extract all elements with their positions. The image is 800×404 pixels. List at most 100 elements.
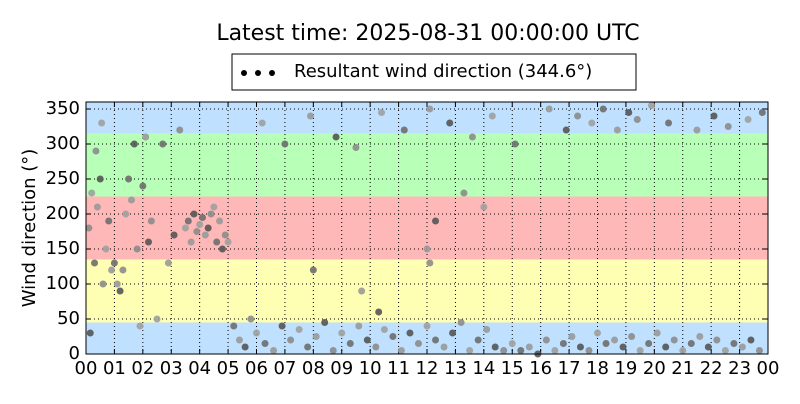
point: [730, 340, 738, 347]
point: [625, 109, 633, 116]
y-tick-label: 150: [46, 238, 80, 259]
point: [142, 133, 150, 141]
point: [159, 140, 167, 148]
point: [449, 329, 457, 337]
point: [400, 126, 408, 134]
point: [545, 105, 553, 113]
x-tick-label: 21: [671, 358, 694, 379]
point: [679, 347, 687, 354]
x-tick-label: 02: [131, 358, 154, 379]
point: [713, 336, 721, 344]
point: [423, 245, 431, 253]
point: [432, 217, 440, 225]
x-tick-label: 09: [330, 358, 353, 379]
point: [710, 112, 718, 120]
point: [500, 347, 508, 354]
point: [352, 144, 360, 151]
point: [309, 266, 317, 274]
point: [508, 340, 516, 347]
point: [213, 238, 221, 246]
x-tick-label: 15: [501, 358, 524, 379]
point: [542, 336, 550, 344]
point: [96, 175, 104, 183]
point: [562, 126, 570, 134]
point: [110, 259, 118, 267]
y-tick-label: 250: [46, 168, 80, 189]
point: [98, 119, 106, 127]
point: [406, 329, 414, 337]
point: [491, 343, 499, 351]
point: [199, 214, 207, 221]
point: [136, 322, 144, 330]
point: [261, 340, 269, 347]
point: [599, 105, 607, 113]
point: [295, 326, 303, 333]
point: [611, 336, 619, 344]
point: [738, 343, 746, 351]
point: [446, 119, 454, 127]
y-tick-label: 50: [57, 308, 80, 329]
point: [647, 102, 655, 109]
point: [378, 109, 386, 116]
x-tick-label: 00: [757, 358, 780, 379]
point: [397, 347, 405, 354]
point: [92, 147, 100, 155]
point: [460, 189, 468, 197]
point: [190, 210, 198, 218]
x-tick-label: 01: [103, 358, 126, 379]
y-tick-label: 350: [46, 98, 80, 119]
x-tick-label: 19: [614, 358, 637, 379]
point: [372, 343, 380, 351]
point: [85, 224, 93, 232]
x-tick-label: 06: [245, 358, 268, 379]
point: [576, 343, 584, 351]
x-tick-label: 20: [643, 358, 666, 379]
point: [119, 266, 127, 274]
x-tick-label: 05: [217, 358, 240, 379]
legend-marker: [255, 70, 261, 76]
point: [329, 347, 337, 354]
point: [108, 266, 116, 274]
point: [184, 217, 192, 225]
point: [511, 140, 519, 148]
point: [704, 343, 712, 351]
point: [426, 259, 434, 267]
point: [488, 112, 496, 120]
point: [210, 203, 218, 211]
x-tick-label: 04: [188, 358, 211, 379]
point: [86, 329, 94, 337]
point: [88, 189, 96, 197]
point: [628, 333, 636, 340]
point: [389, 333, 397, 340]
point: [230, 322, 238, 330]
point: [204, 224, 212, 232]
y-tick-label: 300: [46, 133, 80, 154]
point: [483, 326, 491, 333]
x-tick-label: 08: [302, 358, 325, 379]
point: [662, 343, 670, 351]
x-tick-label: 17: [558, 358, 581, 379]
point: [480, 203, 488, 211]
legend-label: Resultant wind direction (344.6°): [294, 61, 592, 82]
point: [145, 238, 153, 246]
point: [93, 203, 101, 211]
point: [346, 340, 354, 347]
point: [358, 287, 366, 295]
point: [653, 329, 661, 337]
y-axis-label: Wind direction (°): [19, 149, 40, 308]
y-tick-label: 0: [69, 343, 80, 364]
point: [747, 336, 755, 344]
point: [99, 280, 107, 288]
x-tick-label: 23: [728, 358, 751, 379]
point: [687, 340, 695, 347]
x-tick-label: 22: [700, 358, 723, 379]
point: [321, 319, 329, 326]
legend-marker: [241, 70, 247, 76]
point: [744, 116, 752, 123]
point: [102, 245, 110, 253]
legend-marker: [269, 70, 275, 76]
point: [278, 322, 286, 330]
point: [122, 210, 130, 218]
x-tick-label: 11: [387, 358, 410, 379]
point: [721, 347, 729, 354]
